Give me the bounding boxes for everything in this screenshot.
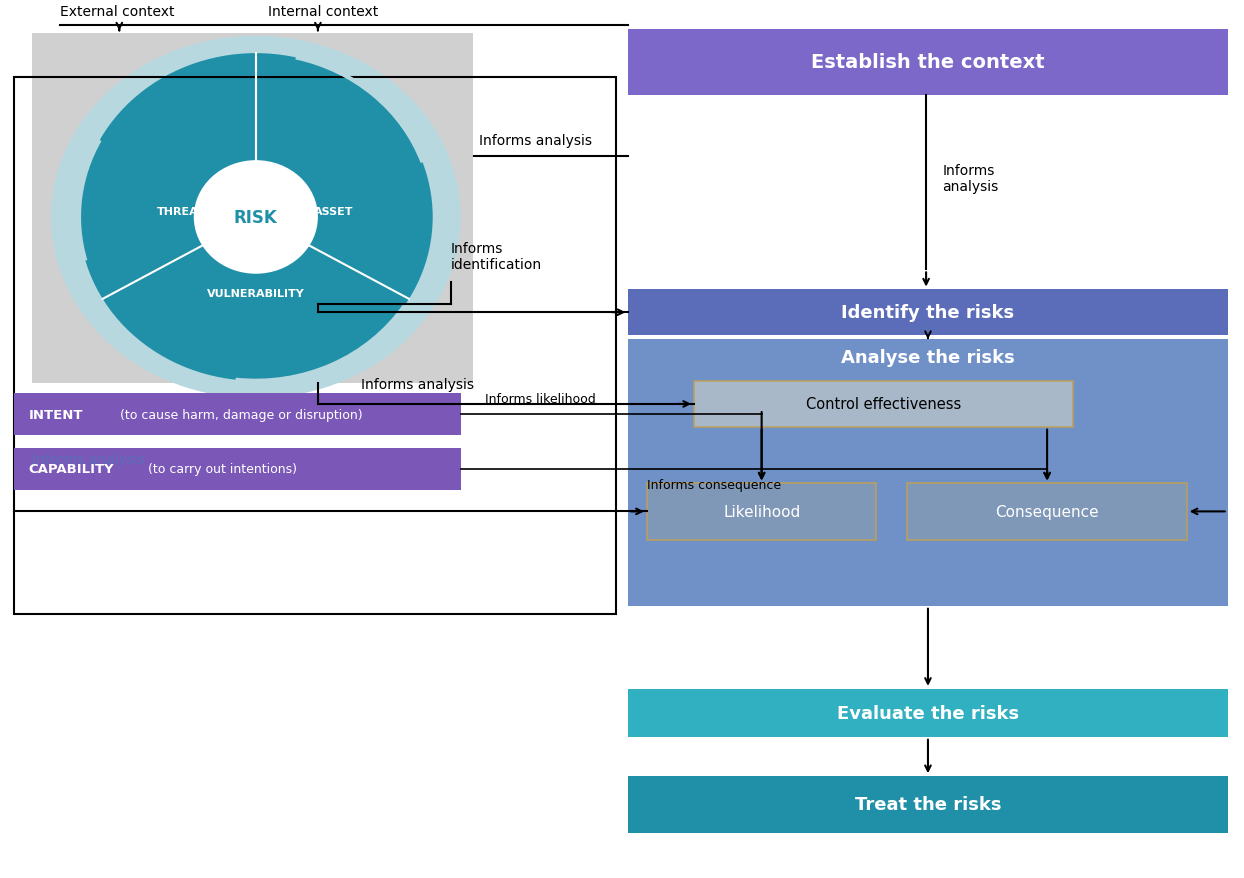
Ellipse shape	[194, 161, 318, 275]
Text: Identify the risks: Identify the risks	[841, 304, 1015, 322]
FancyBboxPatch shape	[628, 30, 1228, 96]
Text: RISK: RISK	[234, 209, 277, 227]
FancyBboxPatch shape	[14, 394, 460, 435]
Text: VULNERABILITY: VULNERABILITY	[207, 289, 305, 299]
FancyBboxPatch shape	[907, 484, 1187, 541]
Text: Informs
identification: Informs identification	[450, 241, 542, 272]
FancyBboxPatch shape	[32, 34, 473, 384]
Text: (to carry out intentions): (to carry out intentions)	[144, 463, 297, 476]
Ellipse shape	[78, 54, 433, 381]
Text: Informs
analysis: Informs analysis	[942, 163, 999, 193]
FancyBboxPatch shape	[628, 290, 1228, 335]
FancyBboxPatch shape	[647, 484, 877, 541]
Text: Establish the context: Establish the context	[811, 53, 1045, 72]
Text: Evaluate the risks: Evaluate the risks	[837, 704, 1019, 722]
Text: Internal context: Internal context	[269, 4, 378, 18]
Text: Informs analysis: Informs analysis	[479, 134, 592, 148]
Text: Informs analysis: Informs analysis	[32, 452, 146, 466]
FancyBboxPatch shape	[628, 776, 1228, 833]
Ellipse shape	[51, 37, 460, 399]
Text: Informs consequence: Informs consequence	[647, 479, 781, 492]
FancyBboxPatch shape	[14, 448, 460, 490]
Text: INTENT: INTENT	[29, 408, 83, 421]
Text: Informs analysis: Informs analysis	[361, 378, 474, 392]
Text: Consequence: Consequence	[995, 504, 1098, 519]
FancyBboxPatch shape	[628, 689, 1228, 737]
Text: External context: External context	[60, 4, 174, 18]
Text: Likelihood: Likelihood	[723, 504, 800, 519]
FancyBboxPatch shape	[628, 340, 1228, 606]
Text: Informs likelihood: Informs likelihood	[485, 392, 596, 406]
Text: Treat the risks: Treat the risks	[855, 795, 1001, 813]
Text: Analyse the risks: Analyse the risks	[841, 349, 1015, 366]
Text: ASSET: ASSET	[315, 206, 353, 217]
Text: CAPABILITY: CAPABILITY	[29, 463, 114, 476]
FancyBboxPatch shape	[694, 382, 1072, 428]
Text: THREAT: THREAT	[157, 206, 205, 217]
Text: Control effectiveness: Control effectiveness	[806, 397, 960, 412]
Text: (to cause harm, damage or disruption): (to cause harm, damage or disruption)	[116, 408, 362, 421]
